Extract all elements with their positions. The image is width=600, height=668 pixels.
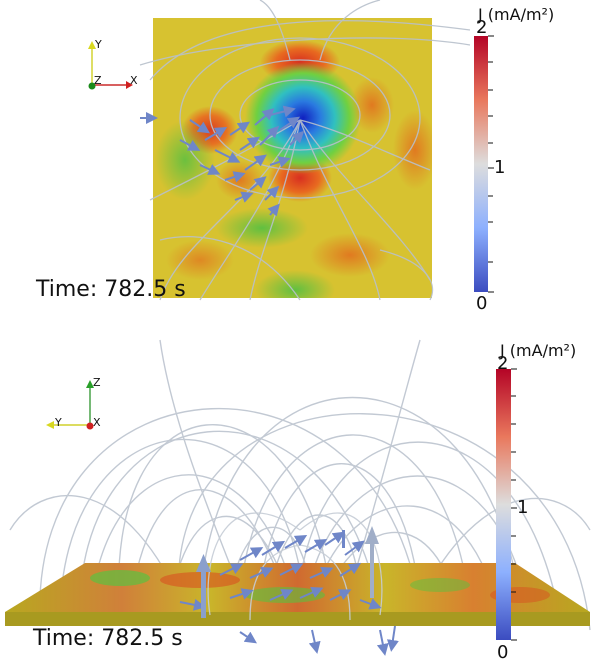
colorbar-title: J (mA/m²) <box>500 341 577 360</box>
foreground-field-lines <box>207 512 383 621</box>
orientation-axes <box>46 380 94 430</box>
current-vector-arrows <box>179 531 399 656</box>
axis-label-out: X <box>93 416 101 429</box>
colorbar-title: J (mA/m²) <box>478 5 555 24</box>
colorbar-min-label: 0 <box>476 293 488 314</box>
vertical-arrows <box>196 526 379 618</box>
colorbar-ticks <box>488 35 494 293</box>
magnetic-field-arcs <box>9 339 591 631</box>
current-density-plate <box>5 563 590 626</box>
current-density-surface <box>153 18 432 298</box>
top-view-panel: Y Z X J (mA/m²) 2 1 0 Time: 782.5 s <box>0 0 600 330</box>
time-label: Time: 782.5 s <box>33 626 183 651</box>
orientation-axes <box>88 41 133 90</box>
axis-label-up: Y <box>95 38 102 51</box>
colorbar-gradient <box>474 36 488 292</box>
colorbar-ticks <box>511 368 517 641</box>
axis-label-left: Y <box>55 416 62 429</box>
colorbar-max-label: 2 <box>476 17 488 38</box>
axis-label-out: Z <box>94 74 102 87</box>
magnetic-field-lines <box>139 0 471 301</box>
time-label: Time: 782.5 s <box>36 277 186 302</box>
colorbar-max-label: 2 <box>497 353 509 374</box>
colorbar-gradient <box>496 369 511 640</box>
side-view-panel: Z Y X J (mA/m²) 2 1 0 Time: 782.5 s <box>0 330 600 668</box>
colorbar-min-label: 0 <box>497 642 509 663</box>
current-vector-arrows <box>140 105 305 217</box>
side-view-render <box>5 339 591 656</box>
axis-label-right: X <box>130 74 138 87</box>
colorbar-mid-label: 1 <box>517 497 529 518</box>
colorbar-mid-label: 1 <box>494 157 506 178</box>
axis-label-up: Z <box>93 376 101 389</box>
top-view-render <box>88 0 494 301</box>
